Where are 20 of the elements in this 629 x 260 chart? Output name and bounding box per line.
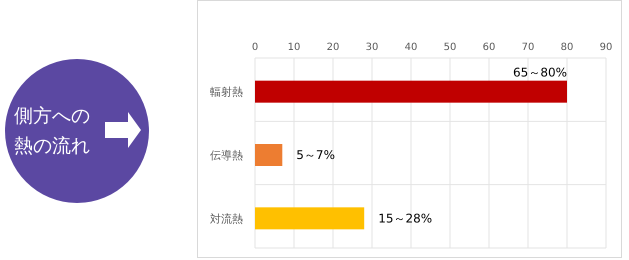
x-tick-label: 30 [366, 42, 378, 53]
data-label: 15～28% [378, 211, 432, 226]
x-tick-label: 70 [522, 42, 534, 53]
bar [255, 144, 282, 166]
x-tick-label: 50 [444, 42, 456, 53]
bar [255, 80, 567, 103]
x-tick-label: 10 [288, 42, 300, 53]
x-tick-label: 80 [560, 42, 574, 53]
data-label: 65～80% [513, 66, 567, 80]
x-tick-label: 90 [600, 42, 612, 53]
y-tick-label: 対流熱 [210, 212, 243, 226]
y-tick-label: 伝導熱 [210, 149, 243, 162]
y-tick-label: 輻射熱 [210, 86, 243, 99]
x-tick-label: 0 [252, 42, 258, 53]
text: 側方への熱の流れ [14, 104, 91, 159]
x-tick-label: 40 [404, 42, 418, 53]
data-label: 5～7% [296, 148, 335, 162]
x-tick-label: 60 [482, 42, 496, 53]
bar [255, 207, 364, 230]
x-tick-label: 20 [326, 42, 340, 53]
